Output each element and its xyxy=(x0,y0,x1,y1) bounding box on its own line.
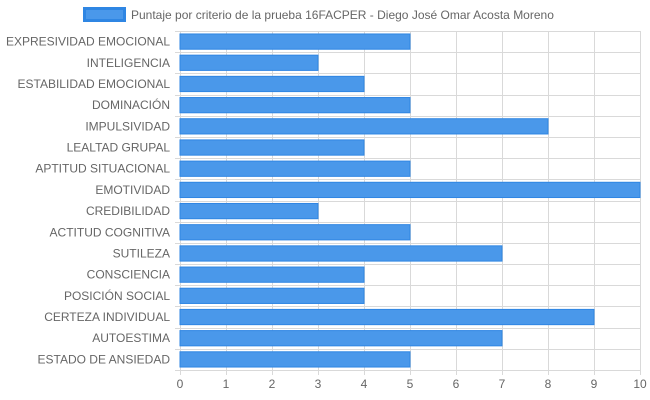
bar[interactable] xyxy=(179,160,411,177)
category-label: ESTADO DE ANSIEDAD xyxy=(38,352,171,366)
category-label: EMOTIVIDAD xyxy=(95,183,170,197)
category-label: CREDIBILIDAD xyxy=(86,204,170,218)
category-label: ESTABILIDAD EMOCIONAL xyxy=(18,77,171,91)
x-tick-label: 5 xyxy=(407,377,414,391)
x-tick-label: 3 xyxy=(315,377,322,391)
bar[interactable] xyxy=(179,330,503,347)
category-label: LEALTAD GRUPAL xyxy=(67,141,171,155)
bar[interactable] xyxy=(179,181,641,199)
category-label: EXPRESIVIDAD EMOCIONAL xyxy=(6,35,170,49)
legend-label: Puntaje por criterio de la prueba 16FACP… xyxy=(131,8,554,22)
category-label: APTITUD SITUACIONAL xyxy=(35,162,170,176)
bar[interactable] xyxy=(179,97,411,114)
bars xyxy=(179,33,641,368)
x-tick-label: 1 xyxy=(223,377,230,391)
bar[interactable] xyxy=(179,202,319,220)
x-tick-label: 10 xyxy=(633,377,647,391)
bar[interactable] xyxy=(179,245,503,262)
bar[interactable] xyxy=(179,33,411,50)
category-label: IMPULSIVIDAD xyxy=(85,119,170,133)
bar[interactable] xyxy=(179,224,411,241)
bar[interactable] xyxy=(179,118,549,135)
grid-lines xyxy=(175,31,641,375)
bar[interactable] xyxy=(179,308,595,326)
legend-swatch xyxy=(83,7,126,22)
category-label: POSICIÓN SOCIAL xyxy=(64,288,170,303)
x-tick-label: 4 xyxy=(361,377,368,391)
x-tick-label: 2 xyxy=(269,377,276,391)
bar[interactable] xyxy=(179,139,365,156)
category-labels: EXPRESIVIDAD EMOCIONAL INTELIGENCIA ESTABI… xyxy=(6,35,170,367)
x-tick-label: 8 xyxy=(545,377,552,391)
category-label: CERTEZA INDIVIDUAL xyxy=(44,310,170,324)
x-tick-label: 0 xyxy=(177,377,184,391)
category-label: DOMINACIÓN xyxy=(92,97,170,112)
x-tick-label: 6 xyxy=(453,377,460,391)
category-label: CONSCIENCIA xyxy=(87,268,170,282)
x-tick-label: 7 xyxy=(499,377,506,391)
category-label: SUTILEZA xyxy=(113,246,170,260)
bar[interactable] xyxy=(179,287,365,304)
bar[interactable] xyxy=(179,54,319,71)
bar[interactable] xyxy=(179,75,365,93)
legend[interactable]: Puntaje por criterio de la prueba 16FACP… xyxy=(83,7,555,22)
category-label: ACTITUD COGNITIVA xyxy=(50,225,170,239)
category-label: INTELIGENCIA xyxy=(87,56,170,70)
bar[interactable] xyxy=(179,266,365,283)
x-tick-labels: 0 1 2 3 4 5 6 7 8 9 10 xyxy=(177,377,647,391)
category-label: AUTOESTIMA xyxy=(92,331,170,345)
bar[interactable] xyxy=(179,351,411,368)
x-tick-label: 9 xyxy=(591,377,598,391)
